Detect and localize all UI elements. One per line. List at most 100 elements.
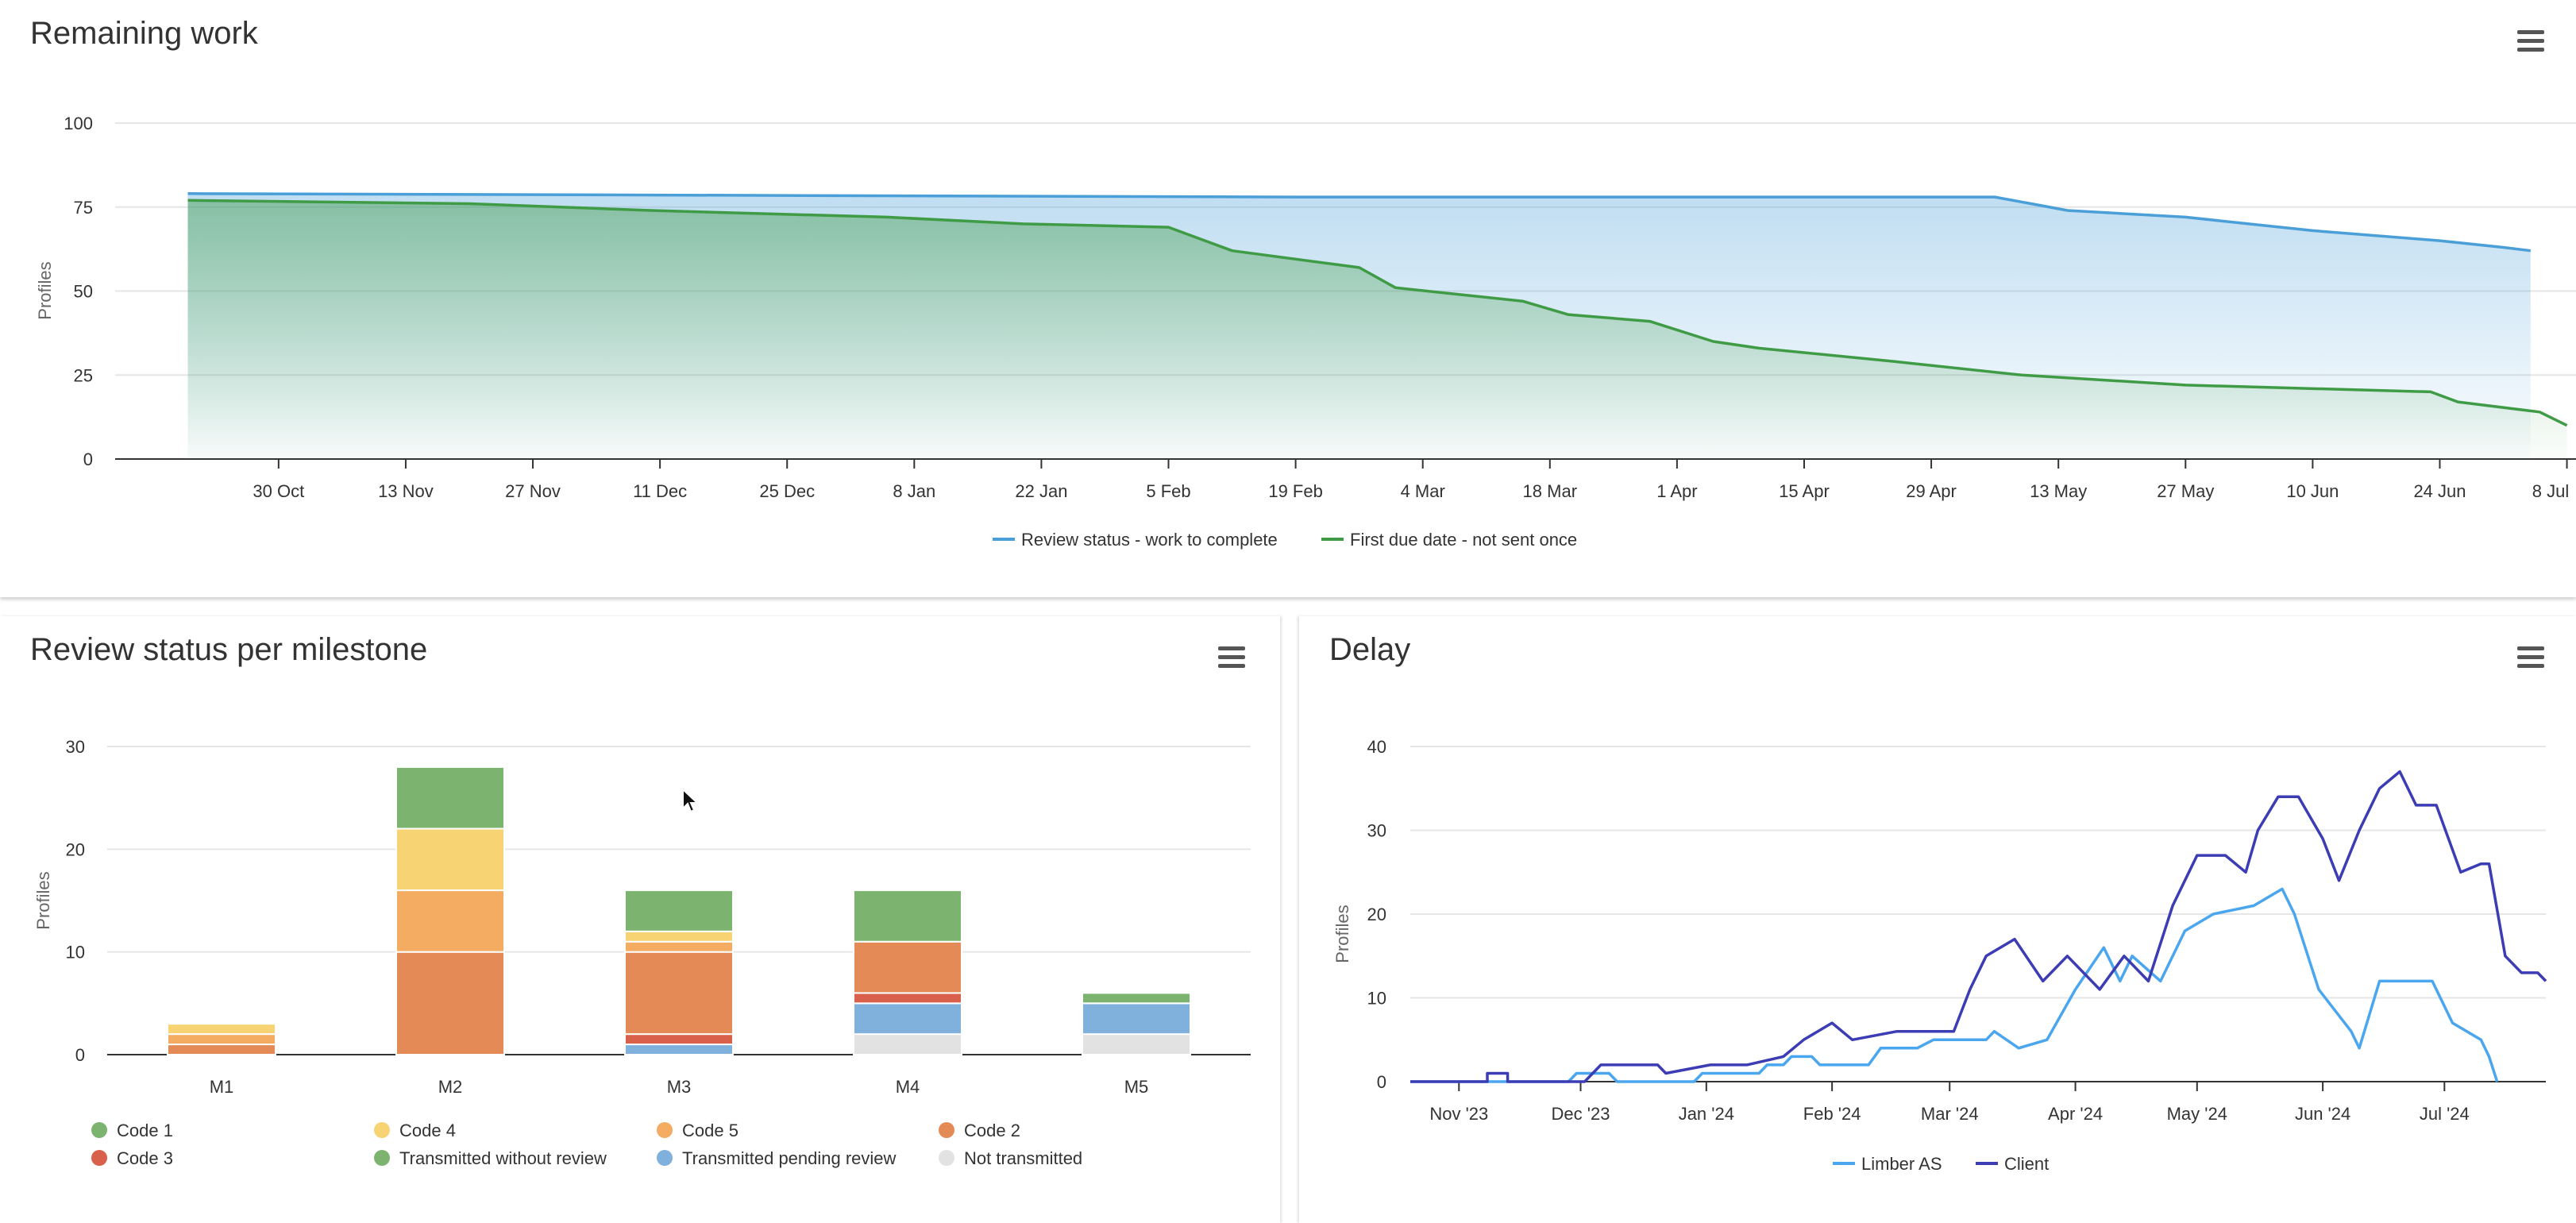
legend-label: Limber AS bbox=[1861, 1154, 1942, 1174]
x-tick-label: 15 Apr bbox=[1779, 481, 1830, 501]
legend-swatch bbox=[91, 1150, 107, 1166]
x-tick-label: 25 Dec bbox=[759, 481, 815, 501]
x-tick-label: 1 Apr bbox=[1656, 481, 1697, 501]
series-line bbox=[1410, 770, 2547, 1083]
x-tick-label: 27 May bbox=[2157, 481, 2214, 501]
x-tick-label: 4 Mar bbox=[1401, 481, 1445, 501]
legend-label: Code 1 bbox=[117, 1121, 173, 1140]
review-status-chart: 0 10 20 30 Profiles M1 M2 M3 M4 M5 Code 1 Code 4 Cod… bbox=[33, 737, 1251, 1168]
bar-segment bbox=[1082, 1002, 1191, 1036]
x-tick-label: M2 bbox=[438, 1077, 463, 1097]
series-line bbox=[187, 199, 2568, 427]
legend-swatch bbox=[657, 1150, 673, 1166]
bar-segment bbox=[624, 1044, 734, 1055]
y-tick-label: 100 bbox=[64, 114, 93, 133]
bar-segment bbox=[853, 992, 962, 1005]
hamburger-menu-icon[interactable] bbox=[2517, 646, 2544, 670]
x-tick-label: 13 Nov bbox=[378, 481, 434, 501]
bar-segment bbox=[167, 1023, 276, 1036]
legend-swatch bbox=[939, 1150, 954, 1166]
series-line bbox=[187, 192, 2532, 253]
y-tick-label: 10 bbox=[1367, 989, 1386, 1009]
x-tick-label: Nov '23 bbox=[1429, 1104, 1488, 1124]
bar-segment bbox=[853, 1002, 962, 1036]
y-tick-label: 0 bbox=[83, 449, 93, 469]
legend-label: Transmitted pending review bbox=[682, 1148, 897, 1168]
y-tick-label: 0 bbox=[1377, 1072, 1386, 1092]
x-tick-label: M5 bbox=[1124, 1077, 1149, 1097]
bar-segment bbox=[624, 940, 734, 953]
review-status-title: Review status per milestone bbox=[30, 632, 428, 667]
legend-label: Transmitted without review bbox=[399, 1148, 607, 1168]
x-tick-label: 11 Dec bbox=[633, 481, 687, 501]
bar-segment bbox=[853, 889, 962, 943]
y-axis-label: Profiles bbox=[1332, 905, 1352, 963]
bar-segment bbox=[167, 1033, 276, 1046]
bar-segment bbox=[624, 1033, 734, 1046]
series-line bbox=[1410, 887, 2499, 1083]
series-area bbox=[187, 200, 2567, 460]
bar-segment bbox=[395, 951, 505, 1055]
legend-swatch bbox=[91, 1122, 107, 1138]
x-tick-label: Jul '24 bbox=[2420, 1104, 2470, 1124]
y-tick-label: 20 bbox=[1367, 905, 1386, 924]
review-status-panel: Review status per milestone 0 10 20 30 Profi… bbox=[0, 616, 1280, 1223]
legend-label: First due date - not sent once bbox=[1350, 530, 1577, 550]
legend-label: Client bbox=[2004, 1154, 2049, 1174]
y-tick-label: 20 bbox=[66, 839, 85, 859]
legend-label: Code 3 bbox=[117, 1148, 173, 1168]
x-tick-label: 8 Jan bbox=[893, 481, 935, 501]
hamburger-menu-icon[interactable] bbox=[2517, 30, 2544, 54]
x-tick-label: 29 Apr bbox=[1906, 481, 1957, 501]
bar-segment bbox=[1082, 1033, 1191, 1056]
bar-segment bbox=[395, 766, 505, 830]
legend-swatch bbox=[374, 1122, 390, 1138]
legend-swatch bbox=[374, 1150, 390, 1166]
remaining-work-chart: 0 25 50 75 100 Profiles 30 Oct 13 Nov 27 Nov 11 D… bbox=[35, 114, 2576, 550]
delay-chart: 0 10 20 30 40 Profiles Nov '23 Dec '23 Jan '24 Fe… bbox=[1332, 737, 2547, 1174]
y-tick-label: 0 bbox=[75, 1045, 85, 1065]
bar-segment bbox=[624, 951, 734, 1036]
x-tick-label: Dec '23 bbox=[1552, 1104, 1610, 1124]
delay-panel: Delay 0 10 20 30 40 Profiles Nov '23 Dec '23 Jan… bbox=[1299, 616, 2576, 1223]
y-tick-label: 50 bbox=[74, 282, 93, 302]
x-tick-label: Jun '24 bbox=[2295, 1104, 2350, 1124]
x-tick-label: M4 bbox=[896, 1077, 920, 1097]
y-tick-label: 30 bbox=[1367, 821, 1386, 841]
remaining-work-title: Remaining work bbox=[30, 16, 258, 51]
y-tick-label: 75 bbox=[74, 198, 93, 218]
y-tick-label: 40 bbox=[1367, 737, 1386, 757]
x-tick-label: 30 Oct bbox=[253, 481, 304, 501]
x-tick-label: 24 Jun bbox=[2413, 481, 2466, 501]
legend-label: Review status - work to complete bbox=[1021, 530, 1278, 550]
x-tick-label: M1 bbox=[210, 1077, 234, 1097]
x-tick-label: 19 Feb bbox=[1268, 481, 1323, 501]
legend-label: Not transmitted bbox=[964, 1148, 1082, 1168]
bar-segment bbox=[167, 1044, 276, 1055]
y-axis-label: Profiles bbox=[35, 261, 55, 319]
bar-segment bbox=[624, 930, 734, 943]
y-tick-label: 30 bbox=[66, 737, 85, 757]
x-tick-label: 10 Jun bbox=[2286, 481, 2339, 501]
bar-segment bbox=[395, 828, 505, 892]
bar-segment bbox=[624, 889, 734, 932]
x-tick-label: Feb '24 bbox=[1803, 1104, 1861, 1124]
x-tick-label: 13 May bbox=[2030, 481, 2087, 501]
legend-swatch bbox=[657, 1122, 673, 1138]
bar-segment bbox=[395, 889, 505, 953]
remaining-work-panel: Remaining work 0 25 50 75 100 Profiles 30 Oct 1… bbox=[0, 0, 2576, 597]
x-tick-label: Apr '24 bbox=[2048, 1104, 2103, 1124]
legend-label: Code 5 bbox=[682, 1121, 738, 1140]
x-tick-label: 5 Feb bbox=[1146, 481, 1190, 501]
y-tick-label: 25 bbox=[74, 365, 93, 385]
bar-segment bbox=[853, 940, 962, 994]
hamburger-menu-icon[interactable] bbox=[1218, 646, 1245, 670]
y-tick-label: 10 bbox=[66, 943, 85, 963]
mouse-pointer-icon bbox=[682, 788, 699, 813]
legend-swatch bbox=[939, 1122, 954, 1138]
delay-title: Delay bbox=[1329, 632, 1411, 667]
x-tick-label: 22 Jan bbox=[1015, 481, 1067, 501]
y-axis-label: Profiles bbox=[33, 871, 53, 929]
bar-segment bbox=[853, 1033, 962, 1056]
legend-label: Code 4 bbox=[399, 1121, 456, 1140]
